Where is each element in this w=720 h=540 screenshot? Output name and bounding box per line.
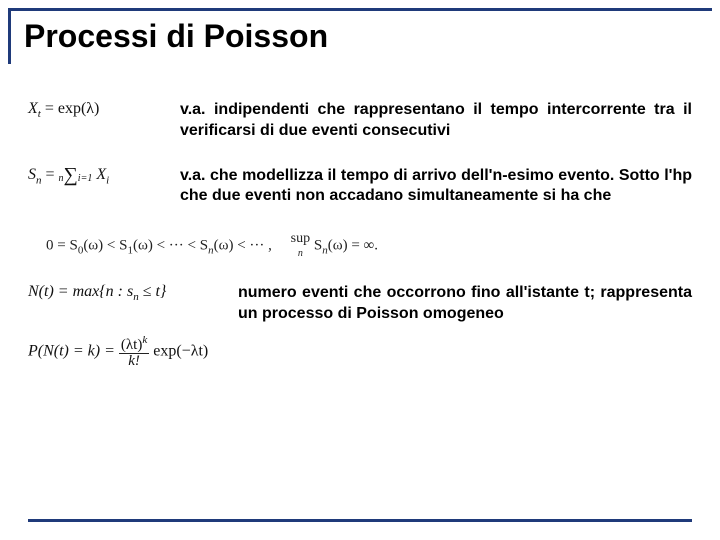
definition-row-3: N(t) = max{n : sn ≤ t} numero eventi che…: [28, 283, 692, 325]
sup-rhs: S: [310, 238, 322, 254]
ineq-part: (ω) < ··· < S: [133, 238, 208, 254]
formula-symbol: S: [28, 166, 36, 183]
description-3: numero eventi che occorrono fino all'ist…: [238, 283, 692, 325]
ineq-part: (ω) < ··· ,: [214, 238, 272, 254]
equals-sign: =: [42, 166, 59, 183]
description-2: v.a. che modellizza il tempo di arrivo d…: [180, 166, 692, 208]
formula-poisson-pmf: P(N(t) = k) = (λt)kk! exp(−λt): [28, 335, 208, 369]
formula-lhs: N(t) = max{n : s: [28, 283, 133, 300]
formula-symbol: X: [28, 100, 38, 117]
fraction-den: k!: [128, 353, 140, 369]
definition-row-2: Sn = n∑i=1 Xi v.a. che modellizza il tem…: [28, 166, 692, 208]
inequality-chain: 0 = S0(ω) < S1(ω) < ··· < Sn(ω) < ··· , …: [46, 231, 692, 261]
description-1: v.a. indipendenti che rappresentano il t…: [180, 100, 692, 142]
definition-row-4: P(N(t) = k) = (λt)kk! exp(−λt): [28, 335, 692, 369]
sup-operator: sup n: [291, 231, 310, 261]
sup-rhs-tail: (ω) = ∞.: [328, 238, 378, 254]
definition-row-1: Xt = exp(λ) v.a. indipendenti che rappre…: [28, 100, 692, 142]
frame-top: [8, 8, 712, 11]
sum-lower-limit: i=1: [78, 173, 93, 184]
formula-subscript: i: [106, 174, 109, 186]
formula-x-exp-lambda: Xt = exp(λ): [28, 100, 180, 120]
fraction-num-base: (λt): [121, 337, 142, 353]
sup-label: sup: [291, 231, 310, 246]
frame-bottom: [28, 519, 692, 522]
formula-lhs: P(N(t) = k) =: [28, 342, 119, 359]
ineq-part: (ω) < S: [83, 238, 127, 254]
ineq-part: 0 = S: [46, 238, 78, 254]
fraction-num-exp: k: [142, 334, 147, 346]
frame-left: [8, 8, 11, 64]
formula-rhs: ≤ t}: [139, 283, 167, 300]
slide-title: Processi di Poisson: [24, 18, 328, 55]
formula-sn-sum: Sn = n∑i=1 Xi: [28, 166, 180, 186]
slide-content: Xt = exp(λ) v.a. indipendenti che rappre…: [28, 100, 692, 393]
formula-n-t-max: N(t) = max{n : sn ≤ t}: [28, 283, 238, 303]
formula-rhs: = exp(λ): [41, 100, 100, 117]
sup-subscript: n: [298, 248, 303, 259]
formula-tail: exp(−λt): [149, 342, 208, 359]
sum-icon: n∑i=1: [59, 166, 93, 185]
formula-summand: X: [96, 166, 106, 183]
fraction: (λt)kk!: [119, 335, 149, 369]
